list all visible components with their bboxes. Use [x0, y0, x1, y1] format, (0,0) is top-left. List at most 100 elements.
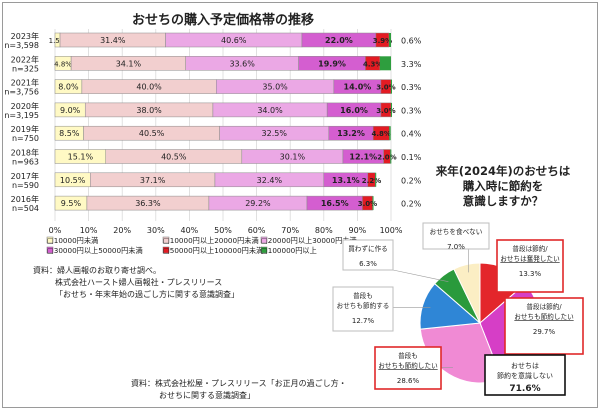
x-tick-label: 20%	[113, 226, 131, 235]
pie-slice-value: 7.0%	[447, 243, 465, 251]
bar-data-label: 13.1%	[332, 176, 360, 185]
pie-callout-box	[422, 222, 490, 250]
bar-data-label: 1.5%	[49, 37, 67, 45]
bar-data-label: 40.6%	[221, 36, 247, 45]
pie-slice-label: おせちも節約する	[337, 301, 390, 310]
legend-entry: □50000円以上100000円未満	[163, 246, 263, 255]
pie-slice-value: 28.6%	[397, 377, 420, 385]
bar-data-label: 9.5%	[61, 199, 82, 208]
bar-data-label: 29.2%	[245, 199, 271, 208]
pie-slice-label: 買わずに作る	[348, 244, 388, 253]
bar-data-label: 0.1%	[401, 153, 422, 162]
legend-swatch	[46, 246, 54, 254]
bar-data-label: 35.0%	[262, 83, 288, 92]
bar-data-label: 4.3%	[363, 60, 382, 68]
bar-data-label: 16.0%	[340, 106, 368, 115]
bar-segment	[391, 102, 393, 117]
bar-data-label: 3.0%	[376, 84, 395, 92]
pie-slice	[453, 262, 481, 324]
bar-segment	[372, 125, 390, 141]
x-tick-label: 0%	[49, 226, 62, 235]
bar-category-year: 2016年	[11, 194, 39, 204]
bar-category-n: n=963	[12, 158, 39, 167]
legend-swatch	[162, 236, 170, 244]
bar-data-label: 40.5%	[139, 129, 165, 138]
pie-slice-label: おせちは奮発したい	[500, 254, 560, 263]
legend-swatch	[162, 246, 170, 254]
x-tick-label: 100%	[380, 226, 403, 235]
bar-data-label: 31.4%	[100, 36, 126, 45]
bar-data-label: 12.1%	[349, 153, 377, 162]
bar-data-label: 37.1%	[140, 176, 166, 185]
bar-category-n: n=750	[12, 134, 39, 143]
pie-callout-box	[504, 297, 584, 355]
bar-data-label: 33.6%	[229, 59, 255, 68]
bar-data-label: 4.8%	[54, 60, 72, 68]
pie-slice-label: 普段は節約/	[512, 244, 548, 253]
bar-data-label: 0.6%	[401, 37, 422, 46]
bar-source-line: 「おせち・年末年始の過ごし方に関する意識調査」	[55, 289, 239, 299]
bar-data-label: 32.5%	[262, 129, 288, 138]
x-tick-label: 40%	[181, 226, 199, 235]
pie-total-callout-value: 71.6%	[509, 384, 540, 394]
bar-category-n: n=3,598	[4, 41, 39, 50]
bar-data-label: 0.4%	[401, 130, 422, 139]
x-tick-label: 80%	[315, 226, 333, 235]
bar-source-line: 株式会社ハースト婦人画報社・プレスリリース	[55, 277, 222, 287]
bar-category-n: n=590	[12, 181, 39, 190]
x-tick-label: 10%	[80, 226, 98, 235]
bar-segment	[379, 56, 391, 71]
x-tick-label: 90%	[349, 226, 367, 235]
x-tick-label: 50%	[214, 226, 232, 235]
bar-segment	[390, 149, 392, 164]
legend-swatch	[260, 236, 268, 244]
pie-title-line: 意識しますか？	[463, 194, 544, 208]
bar-category-n: n=3,195	[4, 111, 39, 120]
bar-data-label: 8.0%	[58, 83, 79, 92]
pie-title-line: 購入時に節約を	[462, 179, 544, 193]
bar-category-year: 2018年	[11, 148, 39, 158]
bar-data-label: 22.0%	[325, 36, 353, 45]
pie-callout-box	[496, 239, 564, 293]
legend-swatch	[46, 236, 54, 244]
pie-total-callout-box	[484, 354, 566, 396]
bar-category-year: 2023年	[11, 31, 39, 41]
pie-total-callout-label: 節約を意識しない	[497, 371, 553, 380]
pie-title-line: 来年(2024年)のおせちは	[435, 164, 571, 178]
bar-data-label: 0.3%	[401, 83, 422, 92]
legend-entry: □30000円以上50000円未満	[47, 246, 143, 255]
pie-slice-label: おせちも節約したい	[514, 312, 574, 321]
bar-data-label: 3.0%	[376, 107, 395, 115]
bar-data-label: 38.0%	[136, 106, 162, 115]
legend-entry: □20000円以上30000円未満	[261, 236, 357, 245]
pie-source-line: おせちに関する意識調査」	[159, 390, 255, 400]
bar-data-label: 34.1%	[116, 59, 142, 68]
bar-data-label: 19.9%	[318, 59, 346, 68]
pie-slice-value: 29.7%	[533, 328, 556, 336]
legend-entry: □100000円以上	[261, 246, 317, 255]
bar-category-n: n=325	[12, 64, 39, 73]
pie-slice-value: 6.3%	[359, 260, 377, 268]
pie-slice-value: 12.7%	[352, 317, 375, 325]
bar-segment	[391, 79, 393, 94]
pie-source-line: 資料：株式会社松屋・プレスリリース「お正月の過ごし方・	[131, 378, 347, 388]
bar-data-label: 2.0%	[377, 154, 396, 162]
pie-callout-box	[374, 346, 442, 390]
bar-chart-title: おせちの購入予定価格帯の推移	[132, 12, 314, 28]
x-tick-label: 60%	[248, 226, 266, 235]
bar-data-label: 0.3%	[401, 106, 422, 115]
bar-data-label: 32.4%	[257, 176, 283, 185]
bar-category-year: 2021年	[11, 78, 39, 88]
bar-segment	[389, 126, 391, 141]
bar-data-label: 8.5%	[59, 129, 80, 138]
bar-category-n: n=504	[12, 204, 39, 213]
bar-data-label: 14.0%	[344, 83, 372, 92]
bar-category-year: 2019年	[11, 124, 39, 134]
bar-data-label: 0.2%	[401, 176, 422, 185]
infographic-frame: おせちの購入予定価格帯の推移 2023年 n=3,598 1.5% 31.4% 40.6%…	[2, 2, 598, 408]
pie-callout-box	[332, 286, 394, 332]
x-tick-label: 70%	[281, 226, 299, 235]
bar-data-label: 3.3%	[401, 60, 422, 69]
bar-segment	[372, 196, 374, 211]
